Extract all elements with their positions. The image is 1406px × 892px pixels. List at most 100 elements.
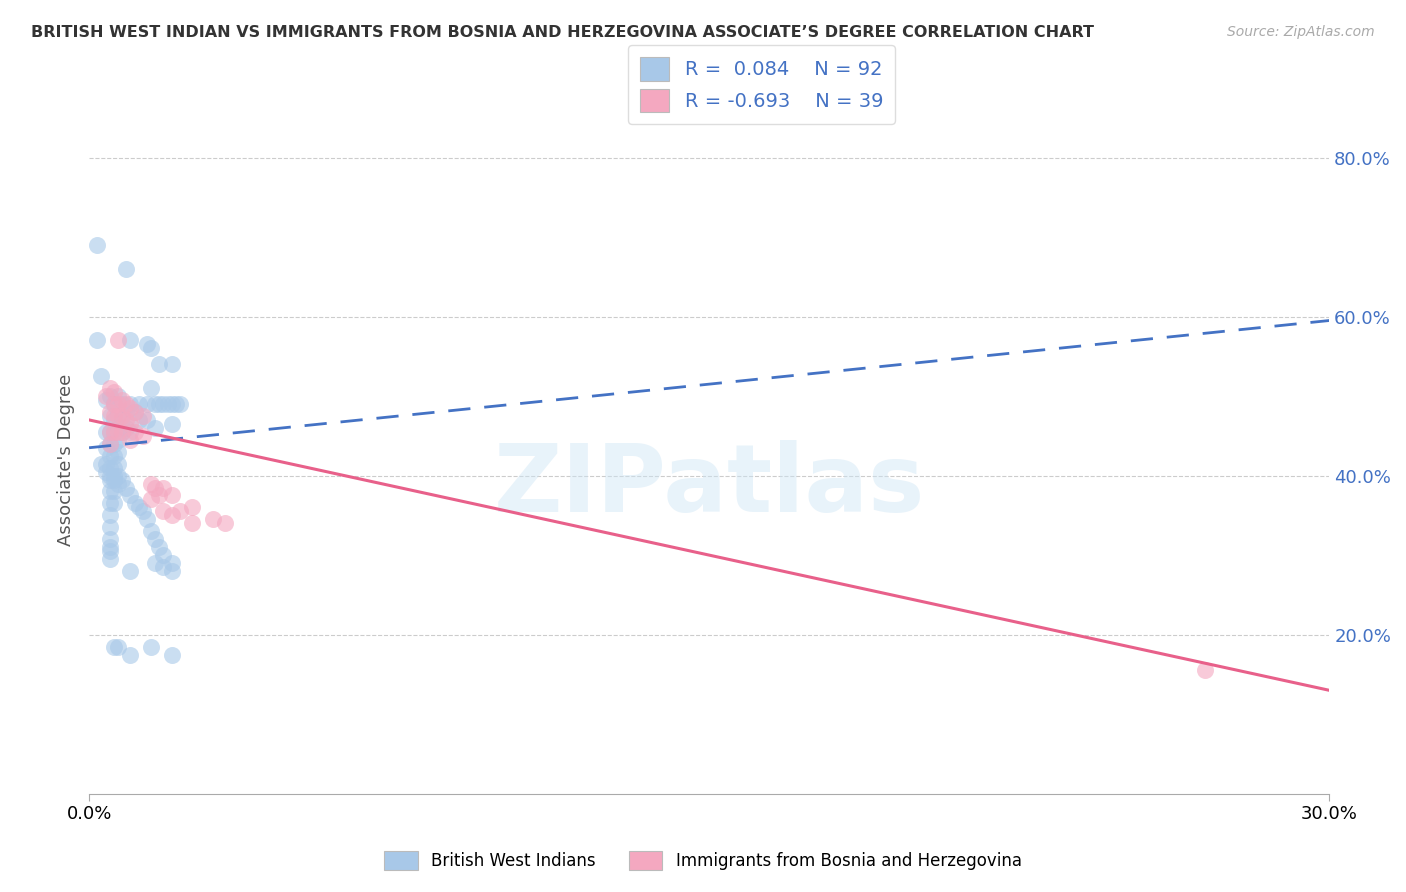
Point <box>139 476 162 491</box>
Point <box>148 488 170 502</box>
Point <box>143 532 166 546</box>
Point <box>160 417 183 431</box>
Point <box>90 369 112 384</box>
Point <box>120 564 142 578</box>
Point <box>103 397 125 411</box>
Point <box>156 397 179 411</box>
Point <box>94 465 117 479</box>
Point <box>139 640 162 654</box>
Point <box>148 357 170 371</box>
Point <box>107 421 129 435</box>
Point <box>98 425 121 439</box>
Point <box>98 473 121 487</box>
Point <box>98 437 121 451</box>
Point <box>115 397 138 411</box>
Point <box>115 481 138 495</box>
Point <box>107 334 129 348</box>
Text: ZIPatlas: ZIPatlas <box>494 441 925 533</box>
Point <box>111 397 134 411</box>
Point <box>139 524 162 539</box>
Point <box>111 409 134 423</box>
Point <box>107 397 129 411</box>
Point <box>124 496 146 510</box>
Point <box>124 405 146 419</box>
Point <box>160 397 183 411</box>
Point <box>120 397 142 411</box>
Point <box>107 476 129 491</box>
Point <box>98 437 121 451</box>
Point <box>1194 664 1216 678</box>
Point <box>111 473 134 487</box>
Point <box>98 520 121 534</box>
Point <box>111 425 134 439</box>
Point <box>124 405 146 419</box>
Point <box>169 397 191 411</box>
Point <box>120 648 142 662</box>
Point <box>98 484 121 499</box>
Point <box>132 429 155 443</box>
Point <box>160 564 183 578</box>
Point <box>148 540 170 554</box>
Point <box>160 357 183 371</box>
Point <box>86 238 108 252</box>
Point <box>94 425 117 439</box>
Point <box>115 405 138 419</box>
Point <box>98 409 121 423</box>
Point <box>152 548 174 562</box>
Point <box>111 413 134 427</box>
Point <box>136 337 159 351</box>
Point <box>115 413 138 427</box>
Point <box>98 460 121 475</box>
Point <box>103 413 125 427</box>
Point <box>98 496 121 510</box>
Point <box>98 508 121 523</box>
Point <box>128 397 150 411</box>
Point <box>152 504 174 518</box>
Point <box>103 460 125 475</box>
Point <box>103 640 125 654</box>
Point <box>115 421 138 435</box>
Point <box>98 540 121 554</box>
Legend: British West Indians, Immigrants from Bosnia and Herzegovina: British West Indians, Immigrants from Bo… <box>378 844 1028 877</box>
Point <box>98 532 121 546</box>
Point <box>107 389 129 403</box>
Point <box>152 397 174 411</box>
Point <box>136 397 159 411</box>
Point <box>94 441 117 455</box>
Point <box>103 409 125 423</box>
Point <box>103 473 125 487</box>
Point <box>160 556 183 570</box>
Point <box>143 397 166 411</box>
Point <box>160 648 183 662</box>
Point <box>136 512 159 526</box>
Point <box>143 421 166 435</box>
Point <box>103 397 125 411</box>
Point <box>98 468 121 483</box>
Point <box>143 481 166 495</box>
Point <box>148 397 170 411</box>
Point <box>160 508 183 523</box>
Point <box>98 405 121 419</box>
Point <box>107 433 129 447</box>
Point <box>128 413 150 427</box>
Point <box>98 381 121 395</box>
Point <box>115 261 138 276</box>
Point <box>98 425 121 439</box>
Point <box>120 425 142 439</box>
Point <box>139 492 162 507</box>
Point <box>165 397 187 411</box>
Point <box>111 392 134 407</box>
Legend: R =  0.084    N = 92, R = -0.693    N = 39: R = 0.084 N = 92, R = -0.693 N = 39 <box>628 45 894 124</box>
Point <box>152 481 174 495</box>
Point <box>107 405 129 419</box>
Point <box>128 500 150 515</box>
Point <box>107 409 129 423</box>
Point <box>181 516 204 531</box>
Point <box>139 342 162 356</box>
Point <box>132 504 155 518</box>
Point <box>94 389 117 403</box>
Point <box>111 425 134 439</box>
Point <box>136 413 159 427</box>
Point <box>152 560 174 574</box>
Point <box>103 468 125 483</box>
